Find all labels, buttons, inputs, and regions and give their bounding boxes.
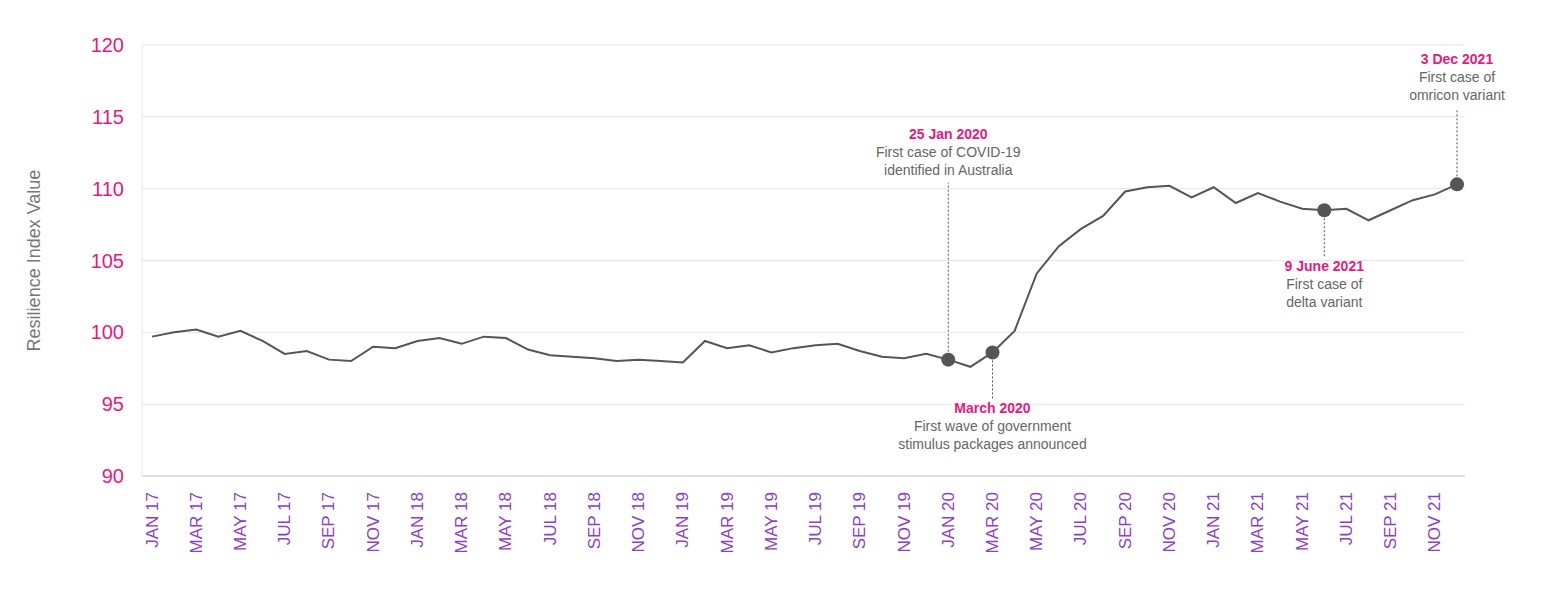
svg-text:95: 95 — [102, 393, 124, 415]
svg-text:MAR 21: MAR 21 — [1248, 492, 1267, 553]
svg-text:SEP 21: SEP 21 — [1381, 492, 1400, 549]
svg-text:JUL 17: JUL 17 — [275, 492, 294, 545]
svg-text:105: 105 — [91, 250, 124, 272]
svg-text:MAY 17: MAY 17 — [231, 492, 250, 551]
svg-text:MAY 18: MAY 18 — [496, 492, 515, 551]
svg-text:JAN 20: JAN 20 — [939, 492, 958, 548]
svg-text:100: 100 — [91, 321, 124, 343]
svg-text:NOV 17: NOV 17 — [364, 492, 383, 552]
svg-text:SEP 18: SEP 18 — [585, 492, 604, 549]
svg-text:NOV 20: NOV 20 — [1160, 492, 1179, 552]
svg-text:90: 90 — [102, 465, 124, 487]
svg-text:MAY 20: MAY 20 — [1027, 492, 1046, 551]
svg-text:First case of: First case of — [1419, 69, 1495, 85]
svg-text:NOV 21: NOV 21 — [1425, 492, 1444, 552]
svg-text:JAN 21: JAN 21 — [1204, 492, 1223, 548]
svg-text:First case of COVID-19: First case of COVID-19 — [876, 144, 1021, 160]
svg-text:SEP 17: SEP 17 — [319, 492, 338, 549]
svg-text:delta variant: delta variant — [1286, 294, 1362, 310]
svg-text:MAR 18: MAR 18 — [452, 492, 471, 553]
svg-text:Resilience Index Value: Resilience Index Value — [24, 170, 44, 352]
svg-text:First case of: First case of — [1286, 276, 1362, 292]
svg-text:JAN 17: JAN 17 — [143, 492, 162, 548]
svg-text:JUL 21: JUL 21 — [1337, 492, 1356, 545]
svg-text:NOV 18: NOV 18 — [629, 492, 648, 552]
svg-text:JUL 20: JUL 20 — [1071, 492, 1090, 545]
svg-text:omricon variant: omricon variant — [1409, 87, 1505, 103]
svg-text:MAY 21: MAY 21 — [1293, 492, 1312, 551]
svg-text:NOV 19: NOV 19 — [895, 492, 914, 552]
svg-text:MAY 19: MAY 19 — [762, 492, 781, 551]
svg-text:MAR 20: MAR 20 — [983, 492, 1002, 553]
svg-text:JAN 19: JAN 19 — [673, 492, 692, 548]
svg-text:JAN 18: JAN 18 — [408, 492, 427, 548]
svg-text:MAR 19: MAR 19 — [718, 492, 737, 553]
svg-text:identified in Australia: identified in Australia — [884, 162, 1013, 178]
svg-text:25 Jan 2020: 25 Jan 2020 — [909, 126, 988, 142]
svg-text:stimulus packages announced: stimulus packages announced — [898, 436, 1086, 452]
svg-text:JUL 18: JUL 18 — [541, 492, 560, 545]
svg-text:SEP 20: SEP 20 — [1116, 492, 1135, 549]
svg-text:JUL 19: JUL 19 — [806, 492, 825, 545]
svg-text:First wave of government: First wave of government — [914, 418, 1071, 434]
svg-text:MAR 17: MAR 17 — [187, 492, 206, 553]
svg-text:115: 115 — [92, 106, 124, 128]
svg-text:120: 120 — [91, 34, 124, 56]
svg-text:March 2020: March 2020 — [954, 400, 1030, 416]
svg-text:9 June 2021: 9 June 2021 — [1285, 258, 1365, 274]
svg-text:SEP 19: SEP 19 — [850, 492, 869, 549]
svg-text:3 Dec 2021: 3 Dec 2021 — [1421, 51, 1494, 67]
svg-text:110: 110 — [92, 178, 124, 200]
